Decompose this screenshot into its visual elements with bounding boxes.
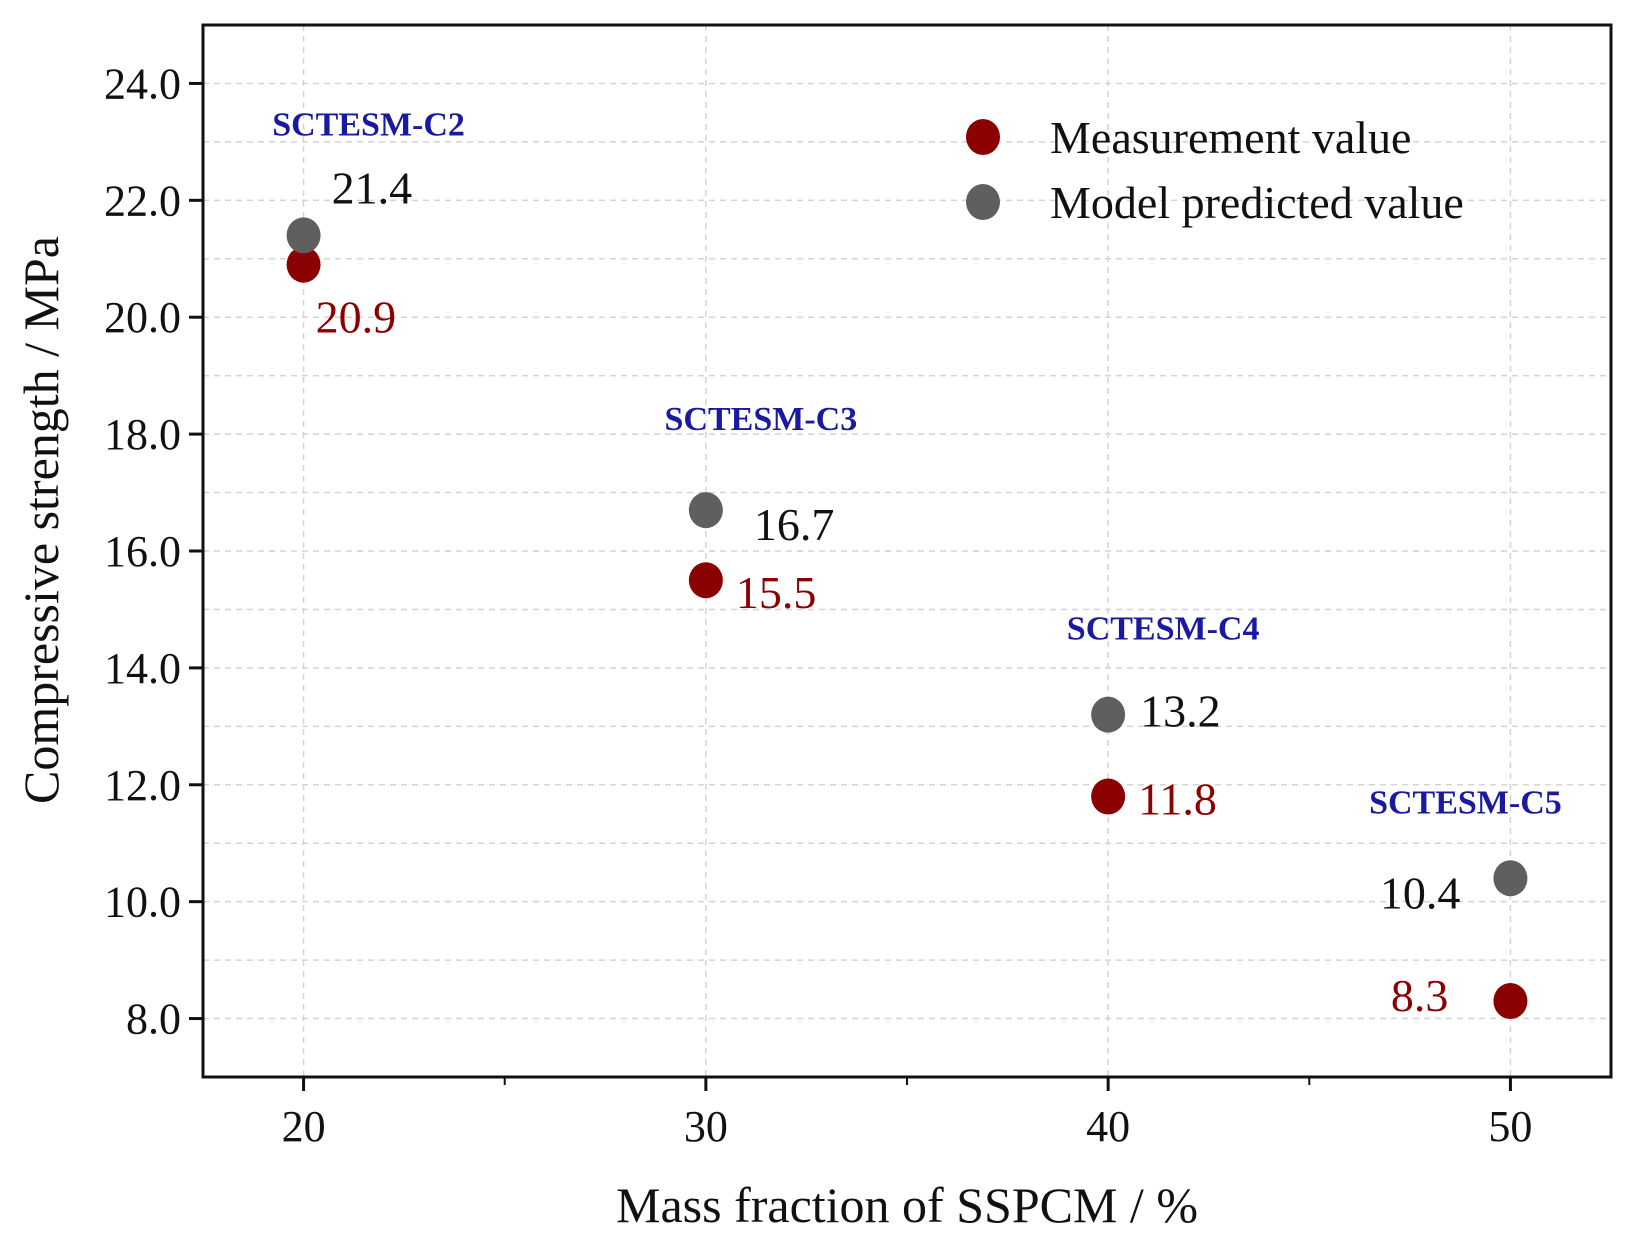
y-tick-label: 12.0 [104, 761, 181, 810]
y-axis-title: Compressive strength / MPa [13, 236, 69, 804]
y-tick-label: 10.0 [104, 878, 181, 927]
group-label: SCTESM-C4 [1067, 611, 1260, 648]
annotation-layer: SCTESM-C2 SCTESM-C3 SCTESM-C4 SCTESM-C5 [272, 106, 1562, 821]
measurement-value-label: 11.8 [1138, 773, 1217, 824]
y-tick-label: 16.0 [104, 527, 181, 576]
measurement-value-label: 15.5 [736, 567, 817, 618]
model-value-label: 13.2 [1140, 686, 1221, 737]
model-value-label: 21.4 [332, 162, 413, 213]
measurement-value-label: 20.9 [316, 292, 397, 343]
x-tick-label: 50 [1488, 1102, 1532, 1151]
measurement-point [286, 246, 321, 283]
x-tick-label: 30 [684, 1102, 728, 1151]
model-point [1091, 696, 1126, 733]
legend-label-model: Model predicted value [1050, 177, 1464, 228]
grid-layer [203, 25, 1611, 1077]
legend-marker-measurement [966, 119, 1000, 155]
group-label: SCTESM-C2 [272, 106, 465, 143]
model-point [1493, 860, 1528, 897]
point-layer: 20.9 15.5 11.8 8.3 21.4 16.7 13.2 10.4 [286, 162, 1528, 1021]
y-tick-label: 8.0 [126, 995, 181, 1044]
measurement-point [1493, 983, 1528, 1020]
legend-marker-model [966, 184, 1000, 220]
y-tick-label: 20.0 [104, 293, 181, 342]
x-axis-title: Mass fraction of SSPCM / % [616, 1177, 1198, 1233]
model-value-label: 16.7 [754, 499, 835, 550]
group-label: SCTESM-C3 [665, 401, 858, 438]
model-point [688, 492, 723, 529]
legend-label-measurement: Measurement value [1050, 112, 1411, 163]
x-tick-label: 40 [1086, 1102, 1130, 1151]
x-tick-label: 20 [282, 1102, 326, 1151]
measurement-value-label: 8.3 [1391, 970, 1449, 1021]
measurement-point [688, 562, 723, 599]
legend: Measurement value Model predicted value [966, 112, 1464, 228]
y-tick-label: 14.0 [104, 644, 181, 693]
y-tick-label: 24.0 [104, 59, 181, 108]
y-tick-label: 18.0 [104, 410, 181, 459]
model-value-label: 10.4 [1380, 867, 1461, 918]
model-point [286, 217, 321, 254]
y-tick-label: 22.0 [104, 176, 181, 225]
measurement-point [1091, 778, 1126, 815]
group-label: SCTESM-C5 [1369, 784, 1562, 821]
tick-layer: 8.0 10.0 12.0 14.0 16.0 18.0 20.0 22.0 24.0 20 30 4… [104, 59, 1532, 1151]
